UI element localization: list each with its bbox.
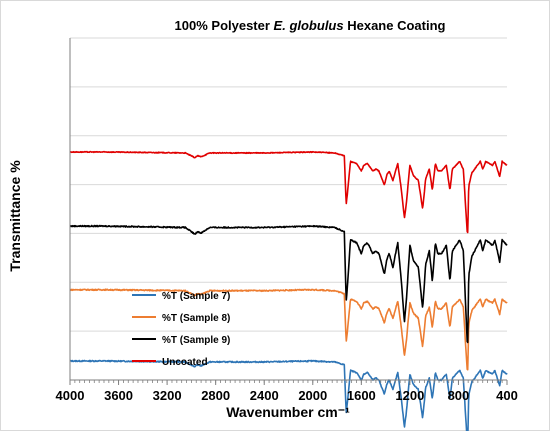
x-axis-title: Wavenumber cm⁻¹	[226, 404, 350, 420]
legend-label-3: %T (Sample 9)	[162, 335, 230, 346]
x-tick-label: 2800	[201, 388, 230, 403]
x-tick-label: 2000	[298, 388, 327, 403]
x-tick-label: 2400	[250, 388, 279, 403]
legend: %T (Sample 7) %T (Sample 8) %T (Sample 9) U…	[132, 291, 230, 368]
y-axis-title: Transmittance %	[7, 160, 23, 272]
axis-layer: 4000 3600 3200 2800 2400 2000 1600 1200 800 400	[56, 38, 518, 403]
x-tick-label: 3600	[104, 388, 133, 403]
title-part-1: 100% Polyester	[175, 18, 274, 33]
x-tick-label: 800	[448, 388, 470, 403]
x-tick-label: 4000	[56, 388, 85, 403]
series-line-3	[69, 224, 508, 344]
title-part-2: E. globulus	[274, 18, 344, 33]
chart-title: 100% Polyester E. globulus Hexane Coatin…	[175, 18, 446, 33]
series-line-2	[69, 288, 508, 371]
series-line-4	[69, 150, 508, 234]
legend-label-2: %T (Sample 8)	[162, 313, 230, 324]
grid-layer	[70, 37, 507, 381]
legend-label-4: Uncoated	[162, 357, 208, 368]
x-tick-label: 3200	[153, 388, 182, 403]
x-tick-label: 400	[496, 388, 518, 403]
title-part-3: Hexane Coating	[344, 18, 446, 33]
legend-label-1: %T (Sample 7)	[162, 291, 230, 302]
x-tick-label: 1200	[395, 388, 424, 403]
x-tick-label: 1600	[347, 388, 376, 403]
